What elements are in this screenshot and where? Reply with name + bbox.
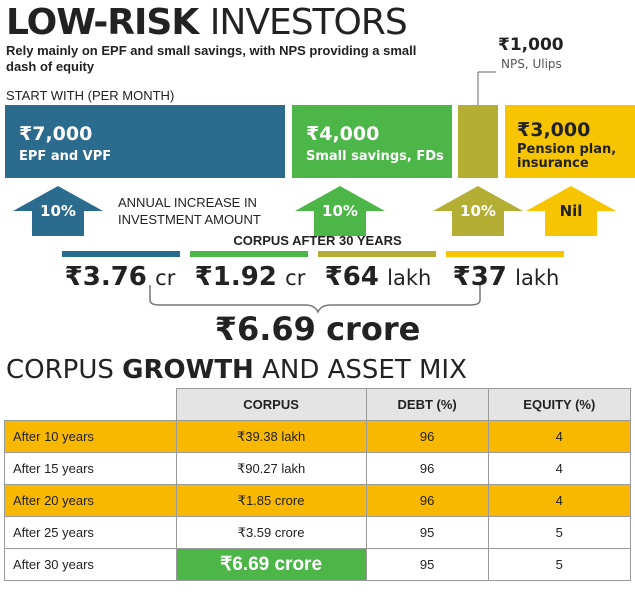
title-rest: INVESTORS xyxy=(209,2,408,43)
arrow xyxy=(295,186,385,236)
table-row: After 15 years ₹90.27 lakh 96 4 xyxy=(4,452,632,485)
table-cell: ₹1.85 crore xyxy=(175,484,367,517)
total-unit: crore xyxy=(326,310,421,348)
corpus-amount: ₹1.92 xyxy=(194,262,277,292)
start-label: START WITH (PER MONTH) xyxy=(6,88,175,103)
arrow xyxy=(13,186,103,236)
corpus-value: ₹64 lakh xyxy=(313,262,443,292)
corpus-bar xyxy=(446,251,564,257)
table-cell: 4 xyxy=(487,420,632,453)
table-row: After 25 years ₹3.59 crore 95 5 xyxy=(4,516,632,549)
investment-box xyxy=(458,105,498,178)
increase-value: Nil xyxy=(559,202,583,220)
corpus-unit: cr xyxy=(285,266,306,290)
table-cell: 96 xyxy=(365,484,489,517)
header-cell: EQUITY (%) xyxy=(487,388,632,421)
investment-label: EPF and VPF xyxy=(19,149,112,164)
investment-label: Small savings, FDs xyxy=(306,149,444,164)
table-cell: 96 xyxy=(365,420,489,453)
header-row: CORPUS DEBT (%) EQUITY (%) xyxy=(4,388,632,421)
table-cell: ₹90.27 lakh xyxy=(175,452,367,485)
investment-box: ₹4,000 Small savings, FDs xyxy=(292,105,452,178)
investment-amount: ₹7,000 xyxy=(19,123,93,145)
corpus-amount: ₹37 xyxy=(452,262,507,292)
table-cell: 95 xyxy=(365,516,489,549)
increase-value: 10% xyxy=(322,202,358,220)
header-cell: CORPUS xyxy=(175,388,367,421)
table-cell: 4 xyxy=(487,452,632,485)
table-cell: 4 xyxy=(487,484,632,517)
subtitle: Rely mainly on EPF and small savings, wi… xyxy=(6,43,417,74)
title: LOW-RISK INVESTORS xyxy=(6,2,408,43)
table: CORPUS DEBT (%) EQUITY (%) After 10 years ₹3… xyxy=(4,388,632,581)
table-cell: 96 xyxy=(365,452,489,485)
investment-amount: ₹3,000 xyxy=(517,119,591,141)
table-cell: After 30 years xyxy=(4,548,177,581)
table-title-start: CORPUS xyxy=(6,355,114,385)
header-cell xyxy=(4,388,177,421)
title-bold: LOW-RISK xyxy=(6,2,199,43)
corpus-amount: ₹3.76 xyxy=(64,262,147,292)
investment-box: ₹7,000 EPF and VPF xyxy=(5,105,285,178)
increase-label: ANNUAL INCREASE IN INVESTMENT AMOUNT xyxy=(118,195,261,227)
table-cell: After 10 years xyxy=(4,420,177,453)
table-cell: 5 xyxy=(487,516,632,549)
table-cell: ₹6.69 crore xyxy=(175,548,367,581)
table-title-bold: GROWTH xyxy=(122,355,254,385)
corpus-bar xyxy=(318,251,436,257)
investment-box: ₹3,000 Pension plan, insurance xyxy=(505,105,635,178)
arrow xyxy=(433,186,523,236)
increase-value: 10% xyxy=(40,202,76,220)
table-title-end: AND ASSET MIX xyxy=(262,355,467,385)
brace xyxy=(149,285,481,314)
corpus-value: ₹3.76 cr xyxy=(55,262,185,292)
table-row: After 30 years ₹6.69 crore 95 5 xyxy=(4,548,632,581)
corpus-value: ₹37 lakh xyxy=(441,262,571,292)
increase-value: 10% xyxy=(460,202,496,220)
corpus-unit: lakh xyxy=(387,266,432,290)
arrow xyxy=(526,186,616,236)
investment-label: Pension plan, insurance xyxy=(517,142,617,171)
total-amount: ₹6.69 xyxy=(214,310,316,348)
table-cell: ₹3.59 crore xyxy=(175,516,367,549)
corpus-amount: ₹64 xyxy=(324,262,379,292)
corpus-value: ₹1.92 cr xyxy=(185,262,315,292)
table-row: After 20 years ₹1.85 crore 96 4 xyxy=(4,484,632,517)
investment-amount: ₹1,000 xyxy=(498,35,564,55)
total: ₹6.69 crore xyxy=(0,310,635,348)
corpus-bar xyxy=(190,251,308,257)
table-row: After 10 years ₹39.38 lakh 96 4 xyxy=(4,420,632,453)
table-cell: ₹39.38 lakh xyxy=(175,420,367,453)
corpus-label: CORPUS AFTER 30 YEARS xyxy=(233,233,402,248)
corpus-bar xyxy=(62,251,180,257)
corpus-unit: cr xyxy=(155,266,176,290)
corpus-unit: lakh xyxy=(515,266,560,290)
investment-label: NPS, Ulips xyxy=(501,57,562,71)
table-cell: After 15 years xyxy=(4,452,177,485)
table-cell: After 25 years xyxy=(4,516,177,549)
table-cell: After 20 years xyxy=(4,484,177,517)
table-cell: 95 xyxy=(365,548,489,581)
table-title: CORPUS GROWTH AND ASSET MIX xyxy=(6,355,467,385)
header-cell: DEBT (%) xyxy=(365,388,489,421)
investment-amount: ₹4,000 xyxy=(306,123,380,145)
table-cell: 5 xyxy=(487,548,632,581)
